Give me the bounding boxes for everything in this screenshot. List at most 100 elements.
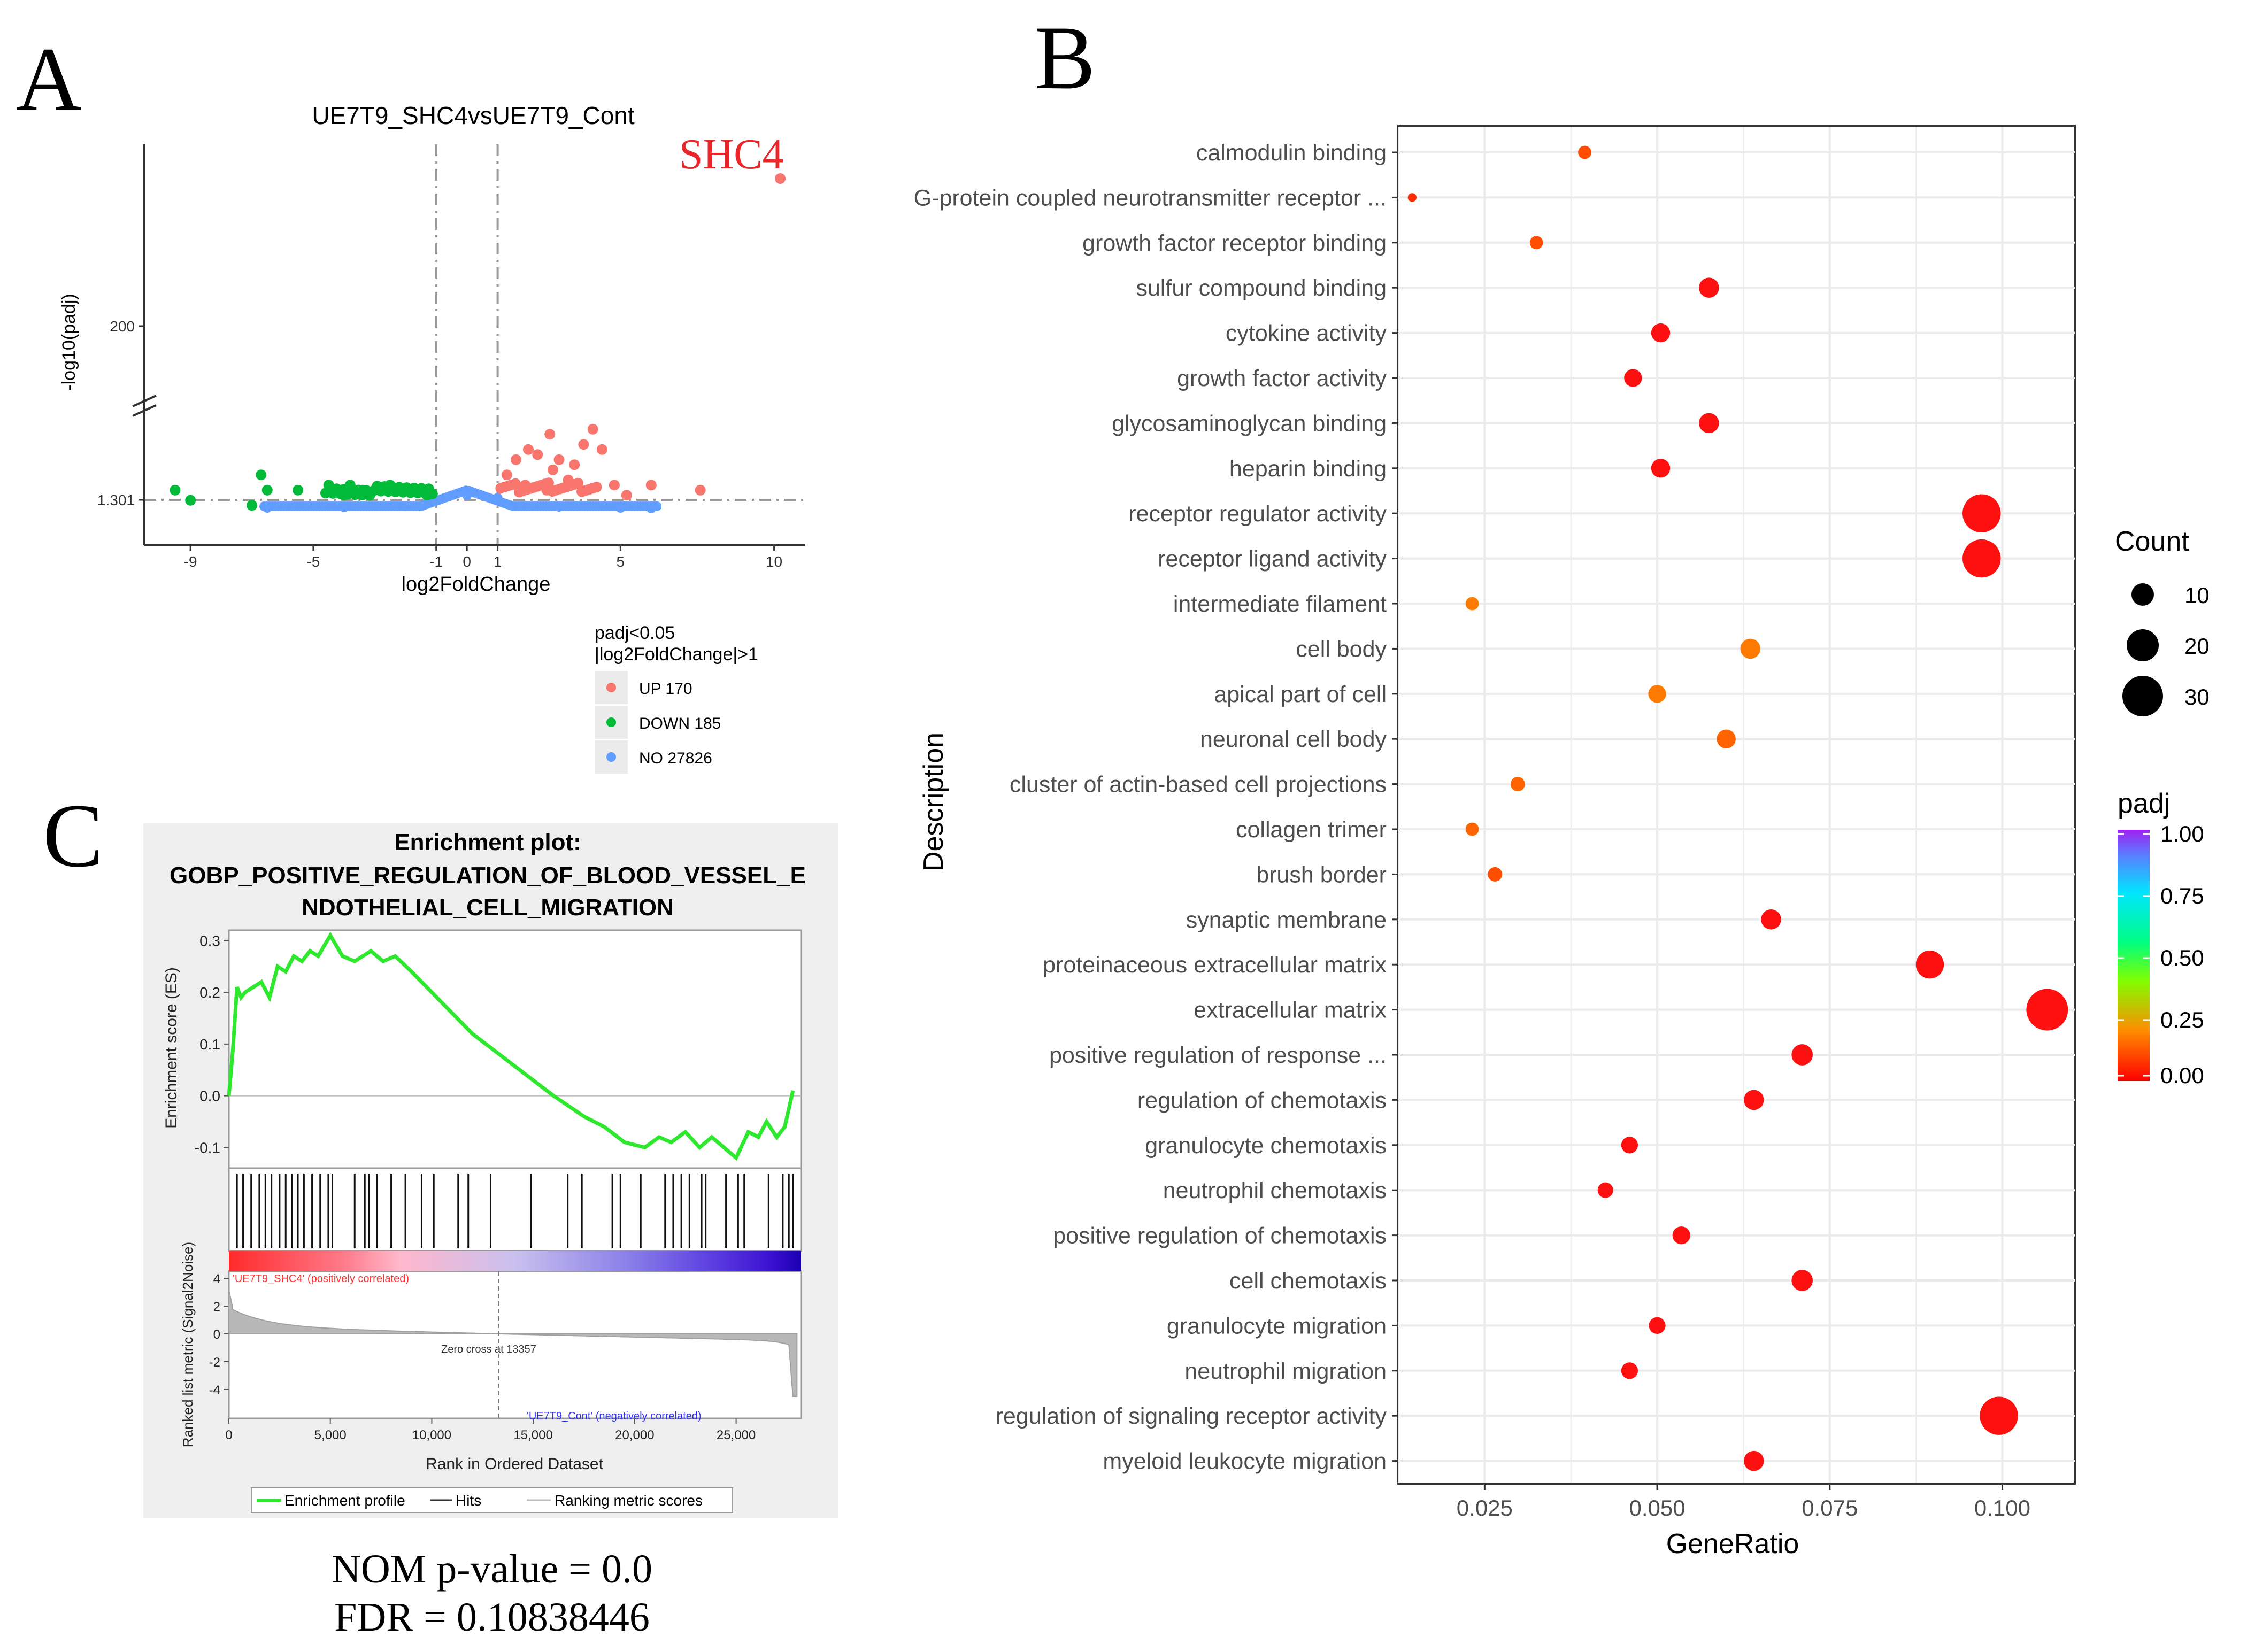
count-legend-title: Count [2115,526,2189,557]
gsea-fdr: FDR = 0.10838446 [334,1595,650,1640]
dotplot-point [1743,1090,1764,1110]
padj-tick-025: 0.25 [2160,1007,2204,1032]
gsea-axes: -0.1 0.0 0.1 0.2 0.3 4 2 0 -2 -4 0 5,000 10,000 15,00… [195,932,801,1442]
dotplot-point [1743,1450,1764,1471]
gsea-metric-tick-label: -2 [209,1355,220,1370]
dotplot-grid [1398,127,2075,1483]
gsea-x-tick-label: 5,000 [314,1428,347,1442]
volcano-point-no [492,493,503,503]
count-legend-marker-10 [2131,583,2154,606]
gsea-x-axis-label: Rank in Ordered Dataset [426,1455,603,1473]
dotplot-x-tick-label: 0.075 [1802,1495,1858,1520]
volcano-point-up [775,173,786,184]
dotplot-category-label: cell chemotaxis [1229,1268,1387,1294]
dotplot-point [1791,1044,1813,1066]
gsea-x-tick-label: 0 [225,1428,232,1442]
gsea-zero-cross-label: Zero cross at 13357 [441,1344,536,1355]
volcano-x-tick-label: -1 [429,553,443,570]
volcano-point-no [615,503,626,513]
dotplot-point [1621,1362,1638,1379]
dotplot-category-label: synaptic membrane [1186,907,1387,933]
gsea-ranking-metric-area [228,1289,798,1397]
volcano-point-up [596,444,607,455]
volcano-y-tick-label: 200 [110,318,135,335]
volcano-point-down [293,484,304,496]
legend-no-marker [606,752,616,762]
dotplot-category-label: positive regulation of chemotaxis [1053,1223,1387,1249]
legend-down-label: DOWN 185 [639,715,721,732]
gsea-legend: Enrichment profile Hits Ranking metric s… [251,1487,733,1513]
dotplot-x-tick-label: 0.050 [1629,1495,1686,1520]
gsea-legend-hits: Hits [456,1492,481,1509]
dotplot-point [1621,1137,1638,1154]
dotplot-category-label: growth factor activity [1177,366,1387,391]
gsea-plot: Enrichment plot: GOBP_POSITIVE_REGULATIO… [143,823,838,1640]
gsea-es-tick-label: 0.2 [199,984,220,1001]
go-dot-plot: calmodulin binding G-protein coupled neur… [914,125,2210,1560]
volcano-title: UE7T9_SHC4vsUE7T9_Cont [312,102,635,129]
dotplot-category-label: extracellular matrix [1194,998,1387,1023]
volcano-x-tick-label: 10 [766,553,782,570]
dotplot-category-label: neuronal cell body [1200,727,1387,752]
gsea-enrichment-profile [227,931,795,1161]
dotplot-category-label: calmodulin binding [1196,140,1387,166]
dotplot-category-label: heparin binding [1229,456,1387,482]
volcano-x-axis-label: log2FoldChange [402,573,551,596]
dotplot-category-label: glycosaminoglycan binding [1112,411,1387,436]
volcano-point-down [427,488,438,499]
count-legend-marker-30 [2122,676,2163,716]
gsea-negative-label: 'UE7T9_Cont' (negatively correlated) [527,1410,702,1422]
volcano-axis-break [132,404,157,417]
volcano-point-up [609,480,620,491]
dotplot-point [1699,277,1719,298]
volcano-point-up [578,439,589,450]
volcano-x-tick-label: -9 [184,553,197,570]
gsea-metric-tick-label: 0 [213,1327,220,1342]
dotplot-category-label: regulation of signaling receptor activit… [996,1403,1387,1429]
padj-legend: padj 1.00 0.75 0.50 0.25 0.00 [2118,788,2204,1088]
volcano-x-tick-label: -5 [306,553,320,570]
gsea-legend-profile: Enrichment profile [284,1492,405,1509]
padj-colorbar [2118,830,2150,1081]
gsea-legend-ranking: Ranking metric scores [555,1492,703,1509]
dotplot-point [1465,822,1479,836]
gsea-metric-tick-label: 2 [213,1300,220,1314]
dotplot-category-label: cluster of actin-based cell projections [1010,772,1387,798]
dotplot-category-label: neutrophil migration [1184,1358,1387,1384]
dotplot-panel [1397,125,2076,1485]
dotplot-point [1465,597,1479,611]
volcano-point-no [262,503,272,513]
volcano-point-up [511,454,522,465]
dotplot-category-label: granulocyte migration [1167,1313,1387,1339]
dotplot-category-label: cell body [1296,636,1387,662]
count-legend-value-10: 10 [2184,583,2210,608]
dotplot-point [1529,236,1543,250]
volcano-point-up [695,484,706,496]
padj-tick-075: 0.75 [2160,883,2204,908]
dotplot-point [1915,951,1944,979]
volcano-point-no [401,501,411,512]
dotplot-category-label: G-protein coupled neurotransmitter recep… [914,185,1387,211]
volcano-y-tick-label: 1.301 [97,492,135,508]
dotplot-point [1740,638,1761,659]
legend-up-label: UP 170 [639,680,692,698]
volcano-point-up [510,478,521,489]
dotplot-category-label: positive regulation of response ... [1049,1043,1387,1068]
gsea-es-tick-label: 0.1 [199,1036,220,1053]
volcano-point-up [532,449,543,460]
count-legend-marker-20 [2127,629,2159,661]
volcano-point-up [645,480,657,491]
volcano-point-up [543,477,554,489]
dotplot-category-label: brush border [1256,862,1387,887]
volcano-point-no [554,502,564,512]
volcano-point-up [547,464,558,475]
volcano-point-no [646,503,656,513]
padj-tick-1: 1.00 [2160,821,2204,846]
volcano-point-no [462,490,472,500]
panel-label-b: B [1035,7,1095,108]
dotplot-point [1761,909,1781,930]
gsea-x-tick-label: 25,000 [717,1428,756,1442]
dotplot-category-label: sulfur compound binding [1136,275,1387,301]
volcano-point-up [553,454,565,465]
gsea-hit-lines [236,1174,794,1248]
